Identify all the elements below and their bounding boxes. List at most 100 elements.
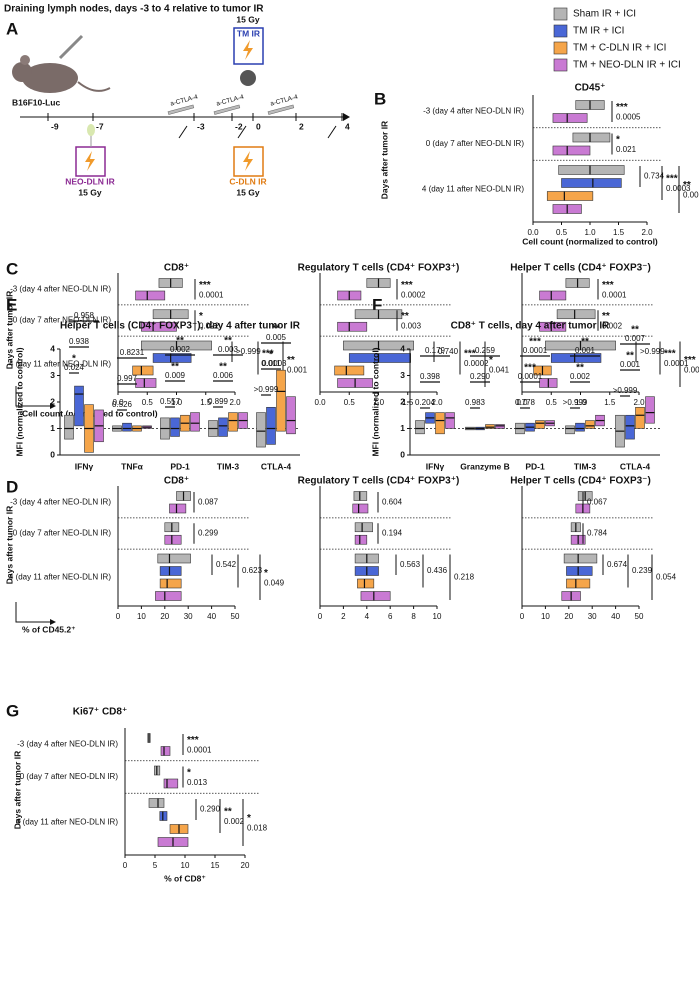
x-tick-label: 15 [211,861,220,870]
p-value: 0.054 [656,572,677,581]
significance-stars: * [616,135,620,146]
x-tick-label: 50 [635,612,644,621]
y-tick-label: 2 [400,396,405,406]
p-value: 0.259 [475,346,496,355]
chart-title: Helper T cells (CD4⁺ FOXP3⁻) [510,476,651,487]
category-label: -3 (day 4 after NEO-DLN IR) [423,107,524,116]
range-bar [552,145,591,156]
significance-stars: *** [529,337,541,348]
tm-label: TM IR [237,28,260,38]
x-tick-label: 1.0 [575,398,587,407]
significance-stars: *** [199,280,211,291]
p-value: 0.006 [213,371,234,380]
y-axis-label: MFI (normalized to control) [14,347,24,456]
range-bar [159,578,182,589]
chart-title: Regulatory T cells (CD4⁺ FOXP3⁺) [298,476,460,487]
range-bar [357,578,375,589]
range-bar [170,417,180,437]
p-value: 0.0001 [187,746,212,755]
range-bar [159,811,168,821]
significance-stars: ** [581,337,589,348]
p-value: 0.958 [74,311,95,320]
axis-arrow [15,602,50,623]
significance-stars: ** [176,336,184,347]
p-value: 0.784 [587,529,608,538]
x-tick-label: 10 [433,612,442,621]
p-value: 0.003 [218,345,239,354]
significance-stars: ** [576,363,584,374]
panel-label: C [6,259,18,278]
p-value: 0.018 [247,824,268,833]
x-tick-label: 40 [207,612,216,621]
legend-label: TM + NEO-DLN IR + ICI [573,60,681,71]
significance-stars: ** [272,324,280,335]
figure-title: Draining lymph nodes, days -3 to 4 relat… [4,4,264,15]
x-tick-label: 0 [318,612,323,621]
x-axis-label: Cell count (normalized to control) [522,236,658,246]
p-value: 0.194 [382,529,403,538]
p-value: 0.001 [620,360,641,369]
x-tick-label: 2.0 [431,398,443,407]
range-bar [218,417,228,437]
legend-label: TM IR + ICI [573,26,624,37]
significance-stars: *** [616,102,628,113]
significance-stars: * [72,354,76,365]
category-label: -3 (day 4 after NEO-DLN IR) [10,284,111,293]
range-bar [552,113,588,123]
time-arrow [327,125,337,139]
p-value: 0.674 [607,560,628,569]
category-label: -3 (day 4 after NEO-DLN IR) [17,740,118,749]
p-value: 0.218 [454,572,475,581]
y-tick-label: 3 [50,370,55,380]
range-bar [135,378,157,388]
c-dose: 15 Gy [236,187,259,197]
significance-stars: *** [464,349,476,360]
range-bar [141,321,177,332]
range-bar [266,406,276,445]
range-bar [164,534,182,545]
x-tick-label: 1.0 [584,228,596,237]
p-value: 0.0001 [664,359,689,368]
y-axis-label: Days after tumor IR [4,506,14,584]
y-axis-label: Days after tumor IR [4,291,14,369]
timeline-label: -3 [197,121,205,131]
significance-stars: ** [683,180,691,191]
timeline-label: -7 [96,121,104,131]
time-arrow [178,125,188,139]
range-bar [163,778,179,789]
p-value: 0.002 [224,817,245,826]
range-bar [565,425,575,435]
category-label: 4 (day 11 after NEO-DLN IR) [9,572,111,581]
significance-stars: * [247,813,251,824]
range-bar [152,353,192,363]
p-value: 0.001 [287,365,308,374]
category-label: CTLA-4 [261,461,291,471]
mouse-body [22,63,78,93]
p-value: 0.002 [170,345,191,354]
range-bar [159,566,182,576]
significance-stars: ** [171,362,179,373]
y-tick-label: 0 [50,449,55,459]
x-tick-label: 2 [341,612,346,621]
range-bar [276,369,286,432]
tm-dose: 15 Gy [236,14,259,24]
category-label: PD-1 [525,461,545,471]
p-value: 0.938 [69,337,90,346]
p-value: 0.778 [515,398,536,407]
p-value: 0.563 [400,560,421,569]
range-bar [556,309,596,320]
range-bar [135,290,166,301]
x-tick-label: 20 [241,861,250,870]
range-bar [585,420,595,429]
y-tick-label: 4 [50,343,55,353]
neo-dose: 15 Gy [78,187,101,197]
x-tick-label: 0.5 [142,398,154,407]
range-bar [546,191,594,201]
axis-arrow [15,386,50,407]
chart-title: CD8⁺ T cells, day 4 after tumor IR [451,321,610,332]
tumor [240,70,256,86]
significance-stars: *** [666,174,678,185]
p-value: 0.009 [165,371,186,380]
p-value: 0.021 [616,145,637,154]
antibody-label: a-CTLA-4 [216,94,245,108]
